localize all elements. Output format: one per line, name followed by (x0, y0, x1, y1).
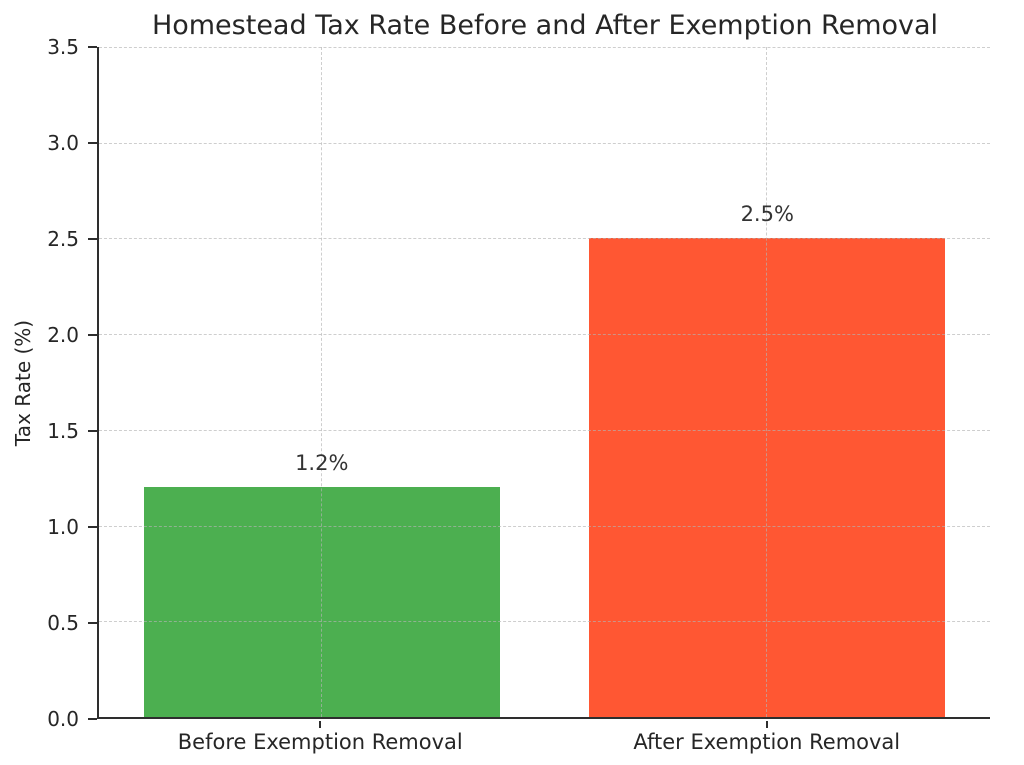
y-tick-mark (88, 430, 97, 432)
y-tick-mark (88, 238, 97, 240)
y-tick-label: 1.0 (47, 515, 79, 539)
x-tick-mark (319, 721, 322, 728)
y-tick-label: 2.5 (47, 227, 79, 251)
y-tick-label: 3.5 (47, 35, 79, 59)
y-tick-mark (88, 142, 97, 144)
bar-value-label-1: 2.5% (740, 202, 794, 227)
x-tick-label-1: After Exemption Removal (633, 730, 901, 754)
chart-title: Homestead Tax Rate Before and After Exem… (151, 10, 939, 41)
horizontal-gridline (99, 621, 990, 623)
y-tick-label: 0.0 (47, 707, 79, 731)
x-tick-mark (765, 721, 768, 728)
vertical-gridline (766, 47, 768, 717)
bar-value-label-0: 1.2% (295, 451, 349, 476)
x-axis: Before Exemption Removal After Exemption … (97, 721, 990, 761)
x-tick-label-0: Before Exemption Removal (177, 730, 463, 754)
horizontal-gridline (99, 238, 990, 240)
vertical-gridline (320, 47, 322, 717)
horizontal-gridline (99, 47, 990, 48)
horizontal-gridline (99, 334, 990, 336)
horizontal-gridline (99, 142, 990, 144)
y-tick-label: 1.5 (47, 419, 79, 443)
y-tick-mark (88, 46, 97, 48)
y-tick-label: 0.5 (47, 611, 79, 635)
y-axis: 0.0 0.5 1.0 1.5 2.0 2.5 3.0 3.5 (0, 35, 97, 731)
y-tick-mark (88, 622, 97, 624)
y-tick-mark (88, 334, 97, 336)
y-tick-mark (88, 526, 97, 528)
y-tick-label: 2.0 (47, 323, 79, 347)
horizontal-gridline (99, 525, 990, 527)
horizontal-gridline (99, 429, 990, 431)
plot-area: 1.2% 2.5% (97, 47, 990, 719)
y-tick-mark (88, 718, 97, 720)
y-tick-label: 3.0 (47, 131, 79, 155)
